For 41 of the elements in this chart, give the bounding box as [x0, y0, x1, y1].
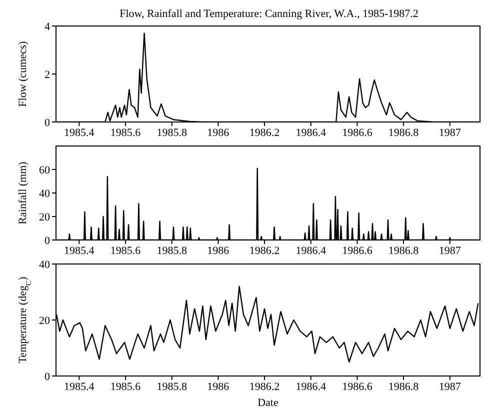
x-tick-label: 1986.4: [296, 126, 326, 139]
x-tick-label: 1985.8: [156, 126, 188, 139]
x-tick-label: 1985.4: [64, 126, 95, 139]
y-tick-label: 2: [44, 68, 50, 81]
y-tick-label: 0: [44, 370, 50, 383]
x-tick-label: 1985.8: [156, 380, 188, 393]
y-tick-label: 4: [44, 20, 50, 33]
x-tick-label: 1987: [438, 244, 462, 257]
x-tick-label: 1986.6: [342, 244, 373, 257]
x-tick-label: 1985.6: [110, 380, 142, 393]
x-tick-label: 1986.8: [388, 244, 420, 257]
x-tick-label: 1985.4: [64, 380, 95, 393]
x-tick-label: 1985.8: [156, 244, 188, 257]
x-tick-label: 1987: [438, 126, 462, 139]
x-tick-label: 1986.6: [342, 380, 373, 393]
x-tick-label: 1987: [438, 380, 462, 393]
x-tick-label: 1986: [207, 380, 230, 393]
x-tick-label: 1986.6: [342, 126, 373, 139]
x-tick-label: 1985.6: [110, 244, 142, 257]
y-tick-label: 40: [39, 258, 50, 271]
x-tick-label: 1985.4: [64, 244, 95, 257]
x-tick-label: 1985.6: [110, 126, 142, 139]
x-axis-title: Date: [258, 397, 278, 409]
x-tick-label: 1986.8: [388, 380, 420, 393]
x-tick-label: 1986.2: [249, 244, 280, 257]
y-tick-label: 0: [44, 116, 50, 129]
x-tick-label: 1986: [207, 126, 230, 139]
x-tick-label: 1986.4: [296, 244, 326, 257]
x-tick-label: 1986.2: [249, 126, 280, 139]
y-tick-label: 20: [39, 211, 50, 224]
y-tick-label: 0: [44, 234, 50, 247]
y-axis-title: Rainfall (mm): [17, 161, 29, 224]
y-tick-label: 40: [39, 188, 50, 200]
y-axis-title: Flow (cumecs): [17, 40, 29, 107]
x-tick-label: 1986.4: [296, 380, 326, 393]
chart-title: Flow, Rainfall and Temperature: Canning River, W.A., 1985-1987.2: [118, 8, 420, 20]
x-tick-label: 1986: [207, 244, 230, 257]
y-tick-label: 20: [39, 314, 50, 327]
y-tick-label: 60: [39, 164, 50, 176]
x-tick-label: 1986.2: [249, 380, 280, 393]
x-tick-label: 1986.8: [388, 126, 420, 139]
